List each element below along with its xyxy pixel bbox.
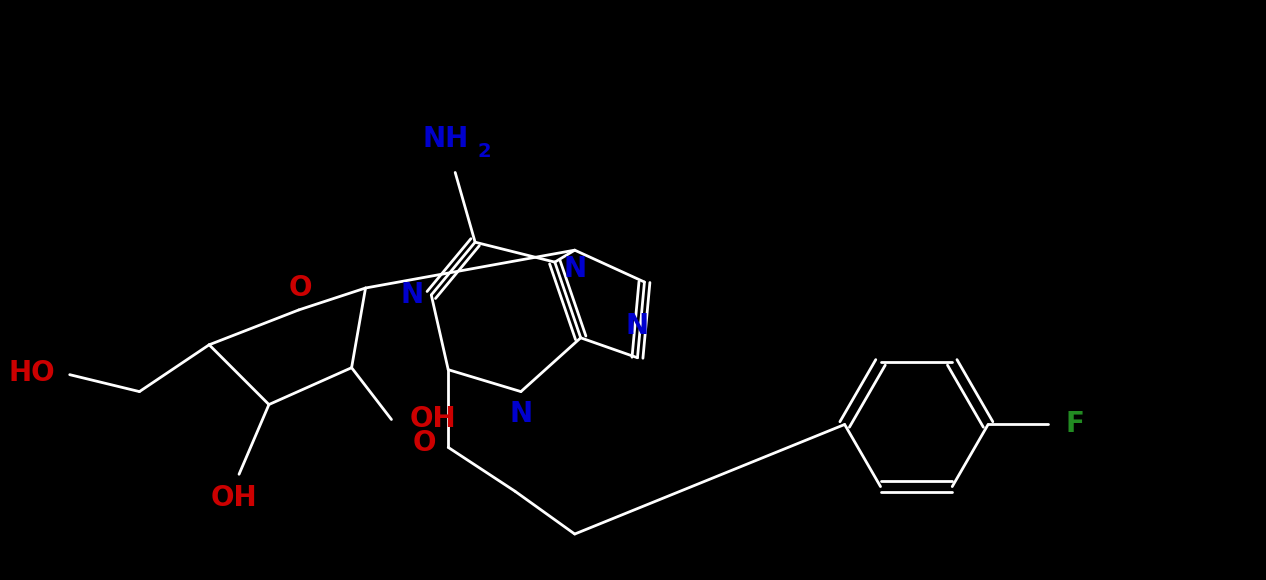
Text: O: O (289, 274, 313, 302)
Text: OH: OH (409, 405, 456, 433)
Text: 2: 2 (477, 142, 491, 161)
Text: N: N (563, 255, 586, 283)
Text: F: F (1066, 411, 1085, 438)
Text: HO: HO (8, 358, 54, 387)
Text: NH: NH (422, 125, 468, 153)
Text: OH: OH (210, 484, 257, 512)
Text: N: N (625, 312, 649, 340)
Text: N: N (509, 400, 533, 427)
Text: O: O (413, 429, 437, 458)
Text: N: N (400, 281, 423, 309)
